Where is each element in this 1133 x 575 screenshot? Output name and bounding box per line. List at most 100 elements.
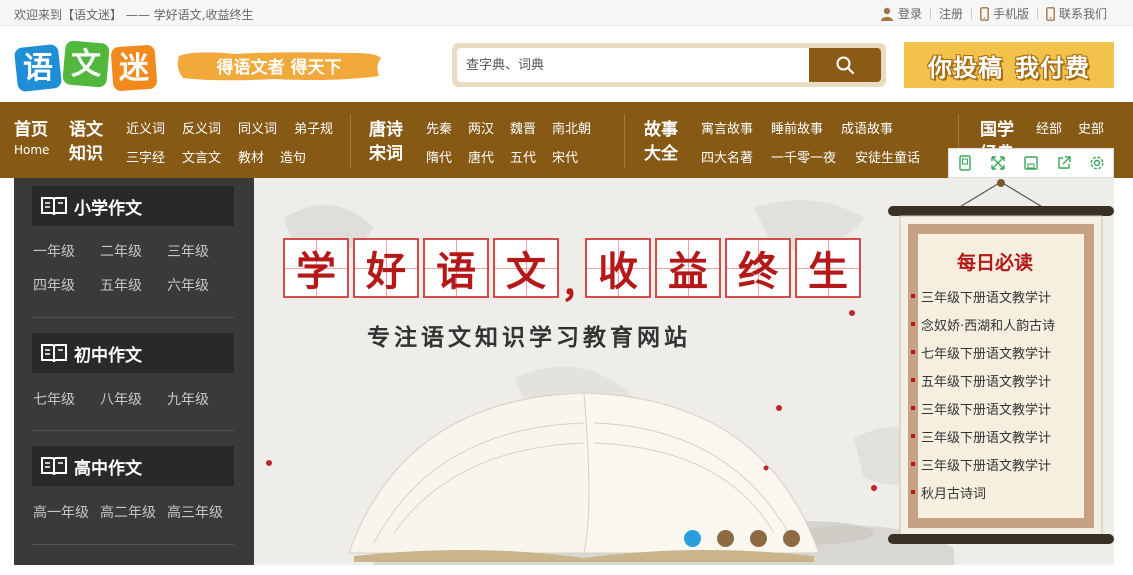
daily-item[interactable]: 七年级下册语文教学计 <box>910 343 1051 362</box>
hero-banner[interactable]: 学 好 语 文 ， 收 益 终 生 专注语文知识学习教育网站 每日必读 三年级下… <box>254 178 1114 565</box>
daily-item[interactable]: 念奴娇·西湖和人韵古诗 <box>910 315 1055 334</box>
section-header-primary[interactable]: 小学作文 <box>32 186 234 226</box>
nav-story[interactable]: 故事 大全 <box>644 118 678 166</box>
nav-link[interactable]: 寓言故事 <box>701 122 754 137</box>
nav-category-label: 宋词 <box>369 144 403 164</box>
nav-home[interactable]: 首页 Home <box>14 118 49 158</box>
section-title: 初中作文 <box>74 345 142 366</box>
grade-link[interactable]: 五年级 <box>100 278 142 294</box>
fullscreen-icon[interactable] <box>987 152 1009 174</box>
daily-item[interactable]: 秋月古诗词 <box>910 483 986 502</box>
nav-link[interactable]: 睡前故事 <box>771 122 824 137</box>
daily-item[interactable]: 三年级下册语文教学计 <box>910 287 1051 306</box>
composition-sidebar: 小学作文 一年级 二年级 三年级 四年级 五年级 六年级 初中作文 七年级 八年… <box>14 178 254 565</box>
grade-link[interactable]: 八年级 <box>100 392 142 408</box>
logo-char: 文 <box>71 47 101 82</box>
phone-icon <box>980 6 989 21</box>
nav-link[interactable]: 反义词 <box>182 122 222 137</box>
nav-link[interactable]: 教材 <box>238 151 265 166</box>
share-icon[interactable] <box>1053 152 1075 174</box>
ad-text: 你投稿 <box>928 53 1003 82</box>
nav-link[interactable]: 成语故事 <box>841 122 894 137</box>
section-header-middle[interactable]: 初中作文 <box>32 333 234 373</box>
login-link[interactable]: 登录 <box>872 5 930 22</box>
nav-link[interactable]: 弟子规 <box>294 122 334 137</box>
nav-link[interactable]: 四大名著 <box>701 151 754 166</box>
grade-link[interactable]: 三年级 <box>167 244 209 260</box>
search-button[interactable] <box>809 48 881 82</box>
contribute-banner[interactable]: 你投稿 我付费 <box>904 42 1114 88</box>
nav-category-label: 大全 <box>644 144 678 164</box>
nav-divider <box>958 114 959 168</box>
section-header-high[interactable]: 高中作文 <box>32 446 234 486</box>
nav-link[interactable]: 先秦 <box>426 122 453 137</box>
nav-home-label: 首页 <box>14 120 48 140</box>
contact-link[interactable]: 联系我们 <box>1038 5 1115 22</box>
grade-link[interactable]: 九年级 <box>167 392 209 408</box>
nav-link[interactable]: 隋代 <box>426 151 453 166</box>
mobile-view-icon[interactable] <box>954 152 976 174</box>
header: 语 文 迷 得语文者 得天下 你投稿 我付费 <box>0 26 1133 102</box>
user-icon <box>880 7 893 21</box>
site-logo[interactable]: 语 文 迷 <box>14 38 158 94</box>
nav-category-label: 故事 <box>644 120 678 140</box>
grade-link[interactable]: 高一年级 <box>33 505 89 521</box>
nav-tangshi[interactable]: 唐诗 宋词 <box>369 118 403 166</box>
slogan-char: 文 <box>493 238 559 298</box>
nav-link[interactable]: 文言文 <box>182 151 222 166</box>
nav-link[interactable]: 一千零一夜 <box>771 151 837 166</box>
nav-link[interactable]: 安徒生童话 <box>855 151 921 166</box>
carousel-dots <box>684 530 800 547</box>
grade-link[interactable]: 七年级 <box>33 392 75 408</box>
daily-item[interactable]: 三年级下册语文教学计 <box>910 455 1051 474</box>
daily-item[interactable]: 五年级下册语文教学计 <box>910 371 1051 390</box>
nav-link[interactable]: 南北朝 <box>552 122 592 137</box>
register-link[interactable]: 注册 <box>931 5 971 22</box>
book-icon <box>41 457 67 476</box>
search-icon <box>836 56 855 75</box>
search-input[interactable] <box>457 48 813 82</box>
grade-link[interactable]: 四年级 <box>33 278 75 294</box>
book-icon <box>41 344 67 363</box>
grade-link[interactable]: 高二年级 <box>100 505 156 521</box>
nav-link[interactable]: 两汉 <box>468 122 495 137</box>
carousel-dot[interactable] <box>684 530 701 547</box>
slogan-comma: ， <box>561 264 598 306</box>
daily-item[interactable]: 三年级下册语文教学计 <box>910 399 1051 418</box>
grade-link[interactable]: 六年级 <box>167 278 209 294</box>
nav-link[interactable]: 近义词 <box>126 122 166 137</box>
welcome-text: 欢迎来到【语文迷】 —— 学好语文,收益终生 <box>14 8 254 22</box>
nav-link[interactable]: 经部 <box>1036 122 1063 137</box>
carousel-dot[interactable] <box>717 530 734 547</box>
nav-link[interactable]: 同义词 <box>238 122 278 137</box>
mobile-link[interactable]: 手机版 <box>972 5 1037 22</box>
slogan-char: 生 <box>795 238 861 298</box>
gear-icon[interactable] <box>1086 152 1108 174</box>
divider <box>32 317 234 318</box>
nav-yuwen[interactable]: 语文 知识 <box>69 118 103 166</box>
contact-label: 联系我们 <box>1058 7 1107 21</box>
nav-link[interactable]: 宋代 <box>552 151 579 166</box>
login-label: 登录 <box>897 7 922 21</box>
carousel-dot[interactable] <box>750 530 767 547</box>
mobile-label: 手机版 <box>992 7 1029 21</box>
phone-icon <box>1046 6 1055 21</box>
grade-link[interactable]: 高三年级 <box>167 505 223 521</box>
section-title: 高中作文 <box>74 458 142 479</box>
nav-link[interactable]: 三字经 <box>126 151 166 166</box>
carousel-dot[interactable] <box>783 530 800 547</box>
grade-link[interactable]: 二年级 <box>100 244 142 260</box>
nav-link[interactable]: 五代 <box>510 151 537 166</box>
nav-link[interactable]: 魏晋 <box>510 122 537 137</box>
save-icon[interactable] <box>1020 152 1042 174</box>
nav-link[interactable]: 造句 <box>280 151 307 166</box>
share-toolbar <box>948 148 1114 178</box>
nav-divider <box>350 114 351 168</box>
nav-link[interactable]: 唐代 <box>468 151 495 166</box>
grade-link[interactable]: 一年级 <box>33 244 75 260</box>
section-title: 小学作文 <box>74 198 142 219</box>
nav-link[interactable]: 史部 <box>1078 122 1105 137</box>
daily-item[interactable]: 三年级下册语文教学计 <box>910 427 1051 446</box>
main-nav: 首页 Home 语文 知识 近义词 反义词 同义词 弟子规 三字经 文言文 教材… <box>0 102 1133 178</box>
slogan-char: 语 <box>423 238 489 298</box>
